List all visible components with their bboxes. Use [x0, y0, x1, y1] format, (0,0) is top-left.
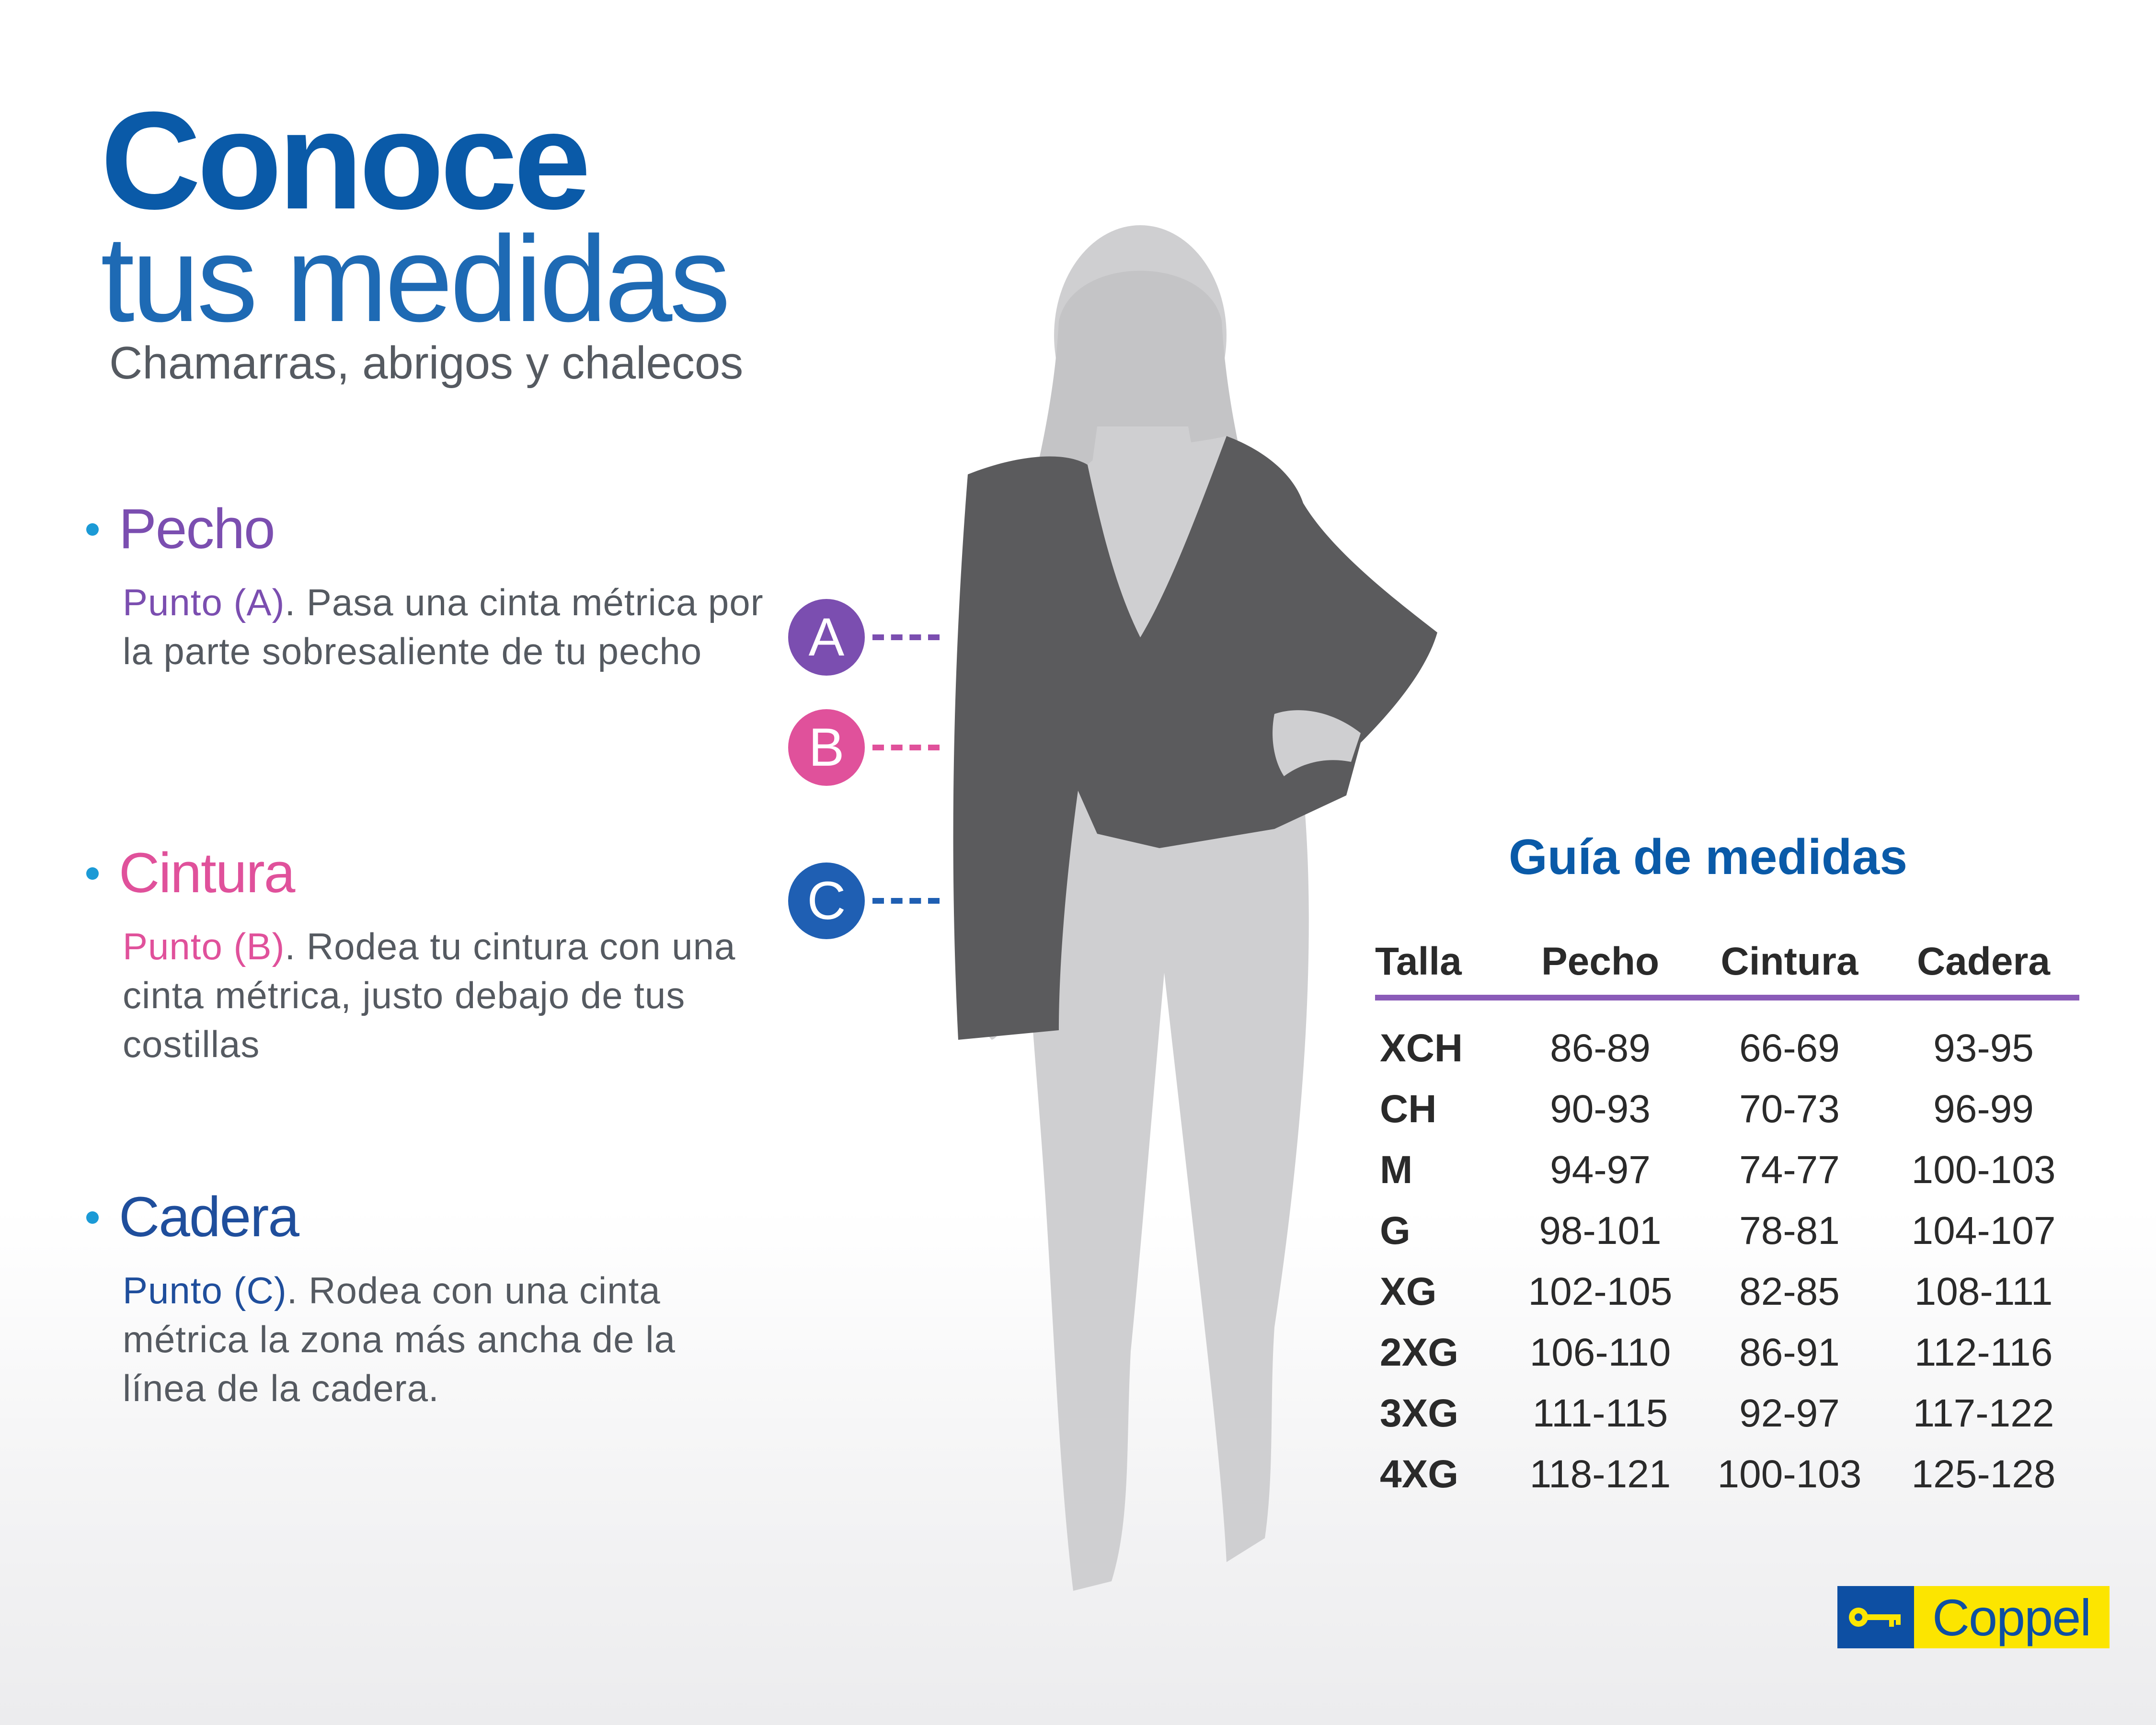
section-pecho-description: Punto (A). Pasa una cinta métrica por la…: [123, 578, 767, 676]
table-row: XCH 86-89 66-69 93-95: [1375, 998, 2079, 1079]
column-header-pecho: Pecho: [1509, 939, 1691, 1000]
section-pecho-text: . Pasa una cinta métrica por la parte so…: [123, 581, 764, 672]
section-pecho-title: Pecho: [119, 497, 275, 561]
table-cell-cintura: 100-103: [1717, 1452, 1862, 1496]
table-cell-pecho: 102-105: [1528, 1269, 1673, 1313]
section-cadera-text: . Rodea con una cinta métrica la zona má…: [123, 1269, 676, 1409]
section-cadera-description: Punto (C). Rodea con una cinta métrica l…: [123, 1266, 767, 1413]
silhouette-svg: [953, 225, 1437, 1591]
marker-b-circle: B: [788, 709, 865, 786]
key-icon: [1837, 1586, 1914, 1648]
table-cell-talla: 4XG: [1380, 1452, 1459, 1496]
table-cell-cintura: 82-85: [1739, 1269, 1840, 1313]
table-cell-talla: XCH: [1380, 1026, 1463, 1070]
table-row: 3XG 111-115 92-97 117-122: [1375, 1383, 2079, 1444]
table-row: M 94-97 74-77 100-103: [1375, 1139, 2079, 1200]
hip-hand-shape: [1273, 710, 1361, 776]
table-cell-cadera: 104-107: [1911, 1208, 2056, 1253]
marker-b-dash: [872, 745, 940, 750]
section-cintura-title: Cintura: [119, 841, 295, 905]
section-cadera: Cadera Punto (C). Rodea con una cinta mé…: [86, 1186, 767, 1413]
table-cell-talla: XG: [1380, 1269, 1437, 1313]
section-pecho-header: Pecho: [86, 498, 767, 561]
table-cell-pecho: 111-115: [1532, 1391, 1668, 1435]
bullet-icon: [86, 1211, 99, 1224]
woman-silhouette-illustration: [939, 225, 1461, 1605]
marker-a-dash: [872, 634, 940, 640]
table-row: 2XG 106-110 86-91 112-116: [1375, 1322, 2079, 1383]
section-cintura-text: . Rodea tu cintura con una cinta métrica…: [123, 925, 736, 1065]
table-cell-cintura: 92-97: [1739, 1391, 1840, 1435]
table-cell-cintura: 66-69: [1739, 1026, 1840, 1070]
bullet-icon: [86, 867, 99, 880]
bullet-icon: [86, 523, 99, 536]
coppel-logo: Coppel: [1837, 1586, 2110, 1648]
table-cell-talla: M: [1380, 1148, 1413, 1192]
table-cell-talla: G: [1380, 1208, 1411, 1253]
table-cell-pecho: 90-93: [1550, 1087, 1651, 1131]
section-cintura-punto: Punto (B): [123, 925, 285, 967]
table-row: 4XG 118-121 100-103 125-128: [1375, 1444, 2079, 1505]
legs-shape: [1024, 791, 1309, 1591]
table-cell-pecho: 106-110: [1529, 1330, 1671, 1374]
section-cintura-header: Cintura: [86, 842, 767, 905]
size-table-title: Guía de medidas: [1508, 829, 1908, 885]
table-cell-cintura: 86-91: [1739, 1330, 1840, 1374]
section-cadera-punto: Punto (C): [123, 1269, 287, 1311]
coppel-logo-text: Coppel: [1914, 1586, 2110, 1648]
table-cell-cadera: 100-103: [1911, 1148, 2056, 1192]
column-header-cintura: Cintura: [1691, 939, 1888, 1000]
marker-c-dash: [872, 898, 940, 904]
table-cell-pecho: 94-97: [1550, 1148, 1651, 1192]
section-cintura-description: Punto (B). Rodea tu cintura con una cint…: [123, 922, 767, 1069]
table-cell-pecho: 98-101: [1539, 1208, 1662, 1253]
key-icon-svg: [1849, 1608, 1901, 1627]
marker-a-circle: A: [788, 599, 865, 676]
page-title-sub: tus medidas: [101, 211, 731, 347]
table-cell-cadera: 96-99: [1933, 1087, 2034, 1131]
table-cell-cintura: 74-77: [1739, 1148, 1840, 1192]
table-cell-talla: 2XG: [1380, 1330, 1459, 1374]
marker-b: B: [788, 709, 940, 786]
table-cell-cadera: 125-128: [1911, 1452, 2056, 1496]
table-cell-cadera: 112-116: [1914, 1330, 2053, 1374]
table-cell-pecho: 118-121: [1529, 1452, 1671, 1496]
table-cell-talla: CH: [1380, 1087, 1437, 1131]
page-subtitle: Chamarras, abrigos y chalecos: [109, 337, 744, 389]
table-cell-pecho: 86-89: [1550, 1026, 1651, 1070]
marker-a: A: [788, 599, 940, 676]
table-cell-cadera: 117-122: [1913, 1391, 2054, 1435]
section-cadera-title: Cadera: [119, 1185, 299, 1249]
chest-v-shape: [1088, 436, 1227, 637]
table-cell-cintura: 70-73: [1739, 1087, 1840, 1131]
marker-c: C: [788, 862, 940, 939]
section-cintura: Cintura Punto (B). Rodea tu cintura con …: [86, 842, 767, 1069]
section-cadera-header: Cadera: [86, 1186, 767, 1249]
page-title: Conoce: [101, 83, 591, 238]
table-cell-cadera: 108-111: [1914, 1269, 2053, 1313]
table-cell-talla: 3XG: [1380, 1391, 1459, 1435]
size-table: Talla Pecho Cintura Cadera XCH 86-89 66-…: [1375, 939, 2079, 1505]
table-cell-cintura: 78-81: [1739, 1208, 1840, 1253]
table-row: CH 90-93 70-73 96-99: [1375, 1079, 2079, 1139]
size-table-header-row: Talla Pecho Cintura Cadera: [1375, 939, 2079, 1000]
table-row: G 98-101 78-81 104-107: [1375, 1200, 2079, 1261]
marker-c-circle: C: [788, 862, 865, 939]
column-header-cadera: Cadera: [1888, 939, 2079, 1000]
jacket-shape: [953, 436, 1437, 1040]
table-row: XG 102-105 82-85 108-111: [1375, 1261, 2079, 1322]
table-cell-cadera: 93-95: [1933, 1026, 2034, 1070]
section-pecho-punto: Punto (A): [123, 581, 285, 623]
section-pecho: Pecho Punto (A). Pasa una cinta métrica …: [86, 498, 767, 676]
column-header-talla: Talla: [1375, 939, 1509, 1000]
